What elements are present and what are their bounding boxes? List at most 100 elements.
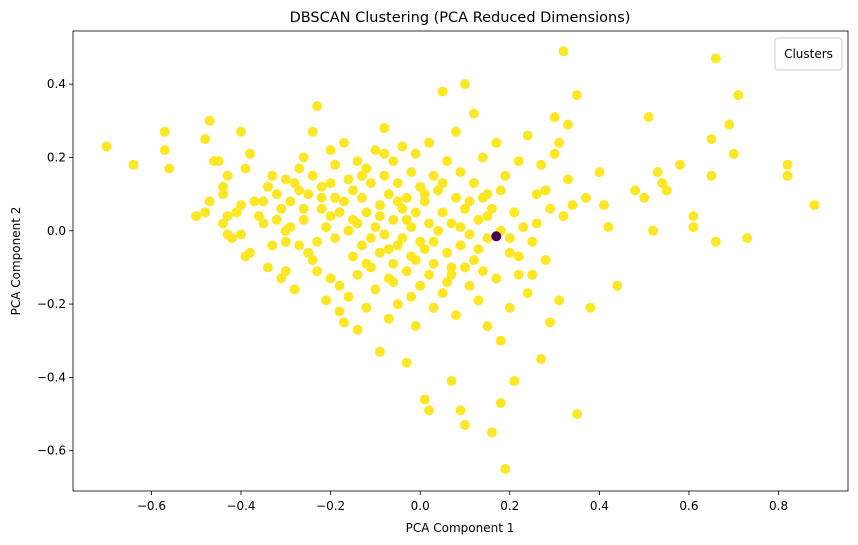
data-point — [374, 346, 385, 357]
data-point — [280, 236, 291, 247]
data-point — [455, 167, 466, 178]
data-point — [276, 203, 287, 214]
data-point — [218, 218, 229, 229]
x-tick-label: 0.4 — [590, 499, 609, 513]
data-point — [392, 240, 403, 251]
data-point — [200, 207, 211, 218]
data-point — [316, 192, 327, 203]
data-point — [406, 291, 417, 302]
data-point — [464, 196, 475, 207]
data-point — [603, 222, 614, 233]
data-point — [724, 119, 735, 130]
data-point — [437, 86, 448, 97]
data-point — [159, 145, 170, 156]
data-point — [652, 167, 663, 178]
data-point — [500, 464, 511, 474]
data-point — [307, 126, 318, 137]
data-point — [245, 247, 255, 258]
data-point — [280, 174, 291, 185]
data-point — [383, 189, 394, 200]
data-point — [710, 53, 721, 64]
data-point — [424, 269, 435, 280]
data-point — [415, 236, 426, 247]
data-point — [379, 229, 390, 240]
data-point — [271, 189, 282, 200]
data-point — [563, 174, 573, 185]
data-point — [491, 137, 502, 148]
data-point — [370, 284, 381, 295]
y-axis: −0.6 −0.4 −0.2 0.0 0.2 0.4 — [37, 77, 73, 458]
data-point — [231, 207, 242, 218]
data-point — [213, 156, 224, 167]
data-point — [648, 225, 659, 236]
data-point — [477, 192, 488, 203]
data-point — [536, 354, 547, 364]
data-point — [343, 225, 354, 236]
data-point — [316, 203, 327, 214]
data-point — [415, 181, 426, 192]
data-point — [361, 163, 372, 174]
data-point — [446, 269, 457, 280]
data-point — [643, 112, 654, 123]
data-point — [540, 185, 551, 196]
data-point — [240, 163, 251, 174]
data-point — [298, 203, 309, 214]
data-point — [495, 398, 506, 408]
data-point — [473, 244, 484, 255]
data-point — [549, 112, 560, 123]
data-point — [397, 141, 408, 152]
data-point — [428, 170, 439, 181]
data-point — [433, 225, 444, 236]
data-point — [343, 291, 354, 302]
data-point — [339, 196, 349, 207]
data-point — [482, 233, 493, 244]
data-point — [356, 170, 367, 181]
y-tick-label: 0.0 — [47, 224, 66, 238]
data-point — [379, 123, 390, 134]
noise-point — [491, 231, 502, 242]
data-point — [522, 288, 533, 299]
data-point — [558, 211, 569, 222]
data-point — [312, 266, 323, 277]
data-point — [473, 295, 484, 306]
data-point — [370, 145, 381, 156]
data-point — [486, 203, 497, 214]
data-point — [522, 130, 533, 141]
data-point — [594, 167, 605, 178]
data-point — [325, 178, 336, 189]
data-point — [495, 185, 506, 196]
data-point — [728, 148, 739, 159]
data-point — [339, 137, 349, 148]
data-point — [451, 126, 461, 137]
data-point — [348, 251, 358, 262]
data-point — [486, 427, 497, 438]
data-point — [379, 148, 390, 159]
data-point — [316, 181, 327, 192]
data-point — [388, 156, 399, 167]
data-point — [289, 284, 300, 295]
data-point — [356, 192, 367, 203]
data-point — [710, 236, 721, 247]
data-point — [477, 152, 488, 163]
data-point — [330, 159, 341, 170]
data-point — [675, 159, 685, 170]
data-point — [455, 240, 466, 251]
data-point — [298, 214, 309, 225]
legend-title: Clusters — [784, 47, 833, 61]
data-point — [742, 233, 753, 244]
data-point — [500, 170, 511, 181]
x-tick-label: 0.2 — [500, 499, 519, 513]
data-point — [446, 218, 457, 229]
data-point — [545, 317, 556, 328]
x-tick-label: 0.6 — [679, 499, 698, 513]
y-tick-label: −0.4 — [37, 370, 66, 384]
data-point — [639, 192, 650, 203]
data-point — [262, 262, 273, 273]
data-point — [356, 240, 367, 251]
data-point — [321, 222, 332, 233]
data-point — [419, 189, 430, 200]
data-point — [572, 90, 582, 101]
data-point — [477, 266, 488, 277]
data-point — [294, 185, 305, 196]
data-point — [365, 233, 376, 244]
